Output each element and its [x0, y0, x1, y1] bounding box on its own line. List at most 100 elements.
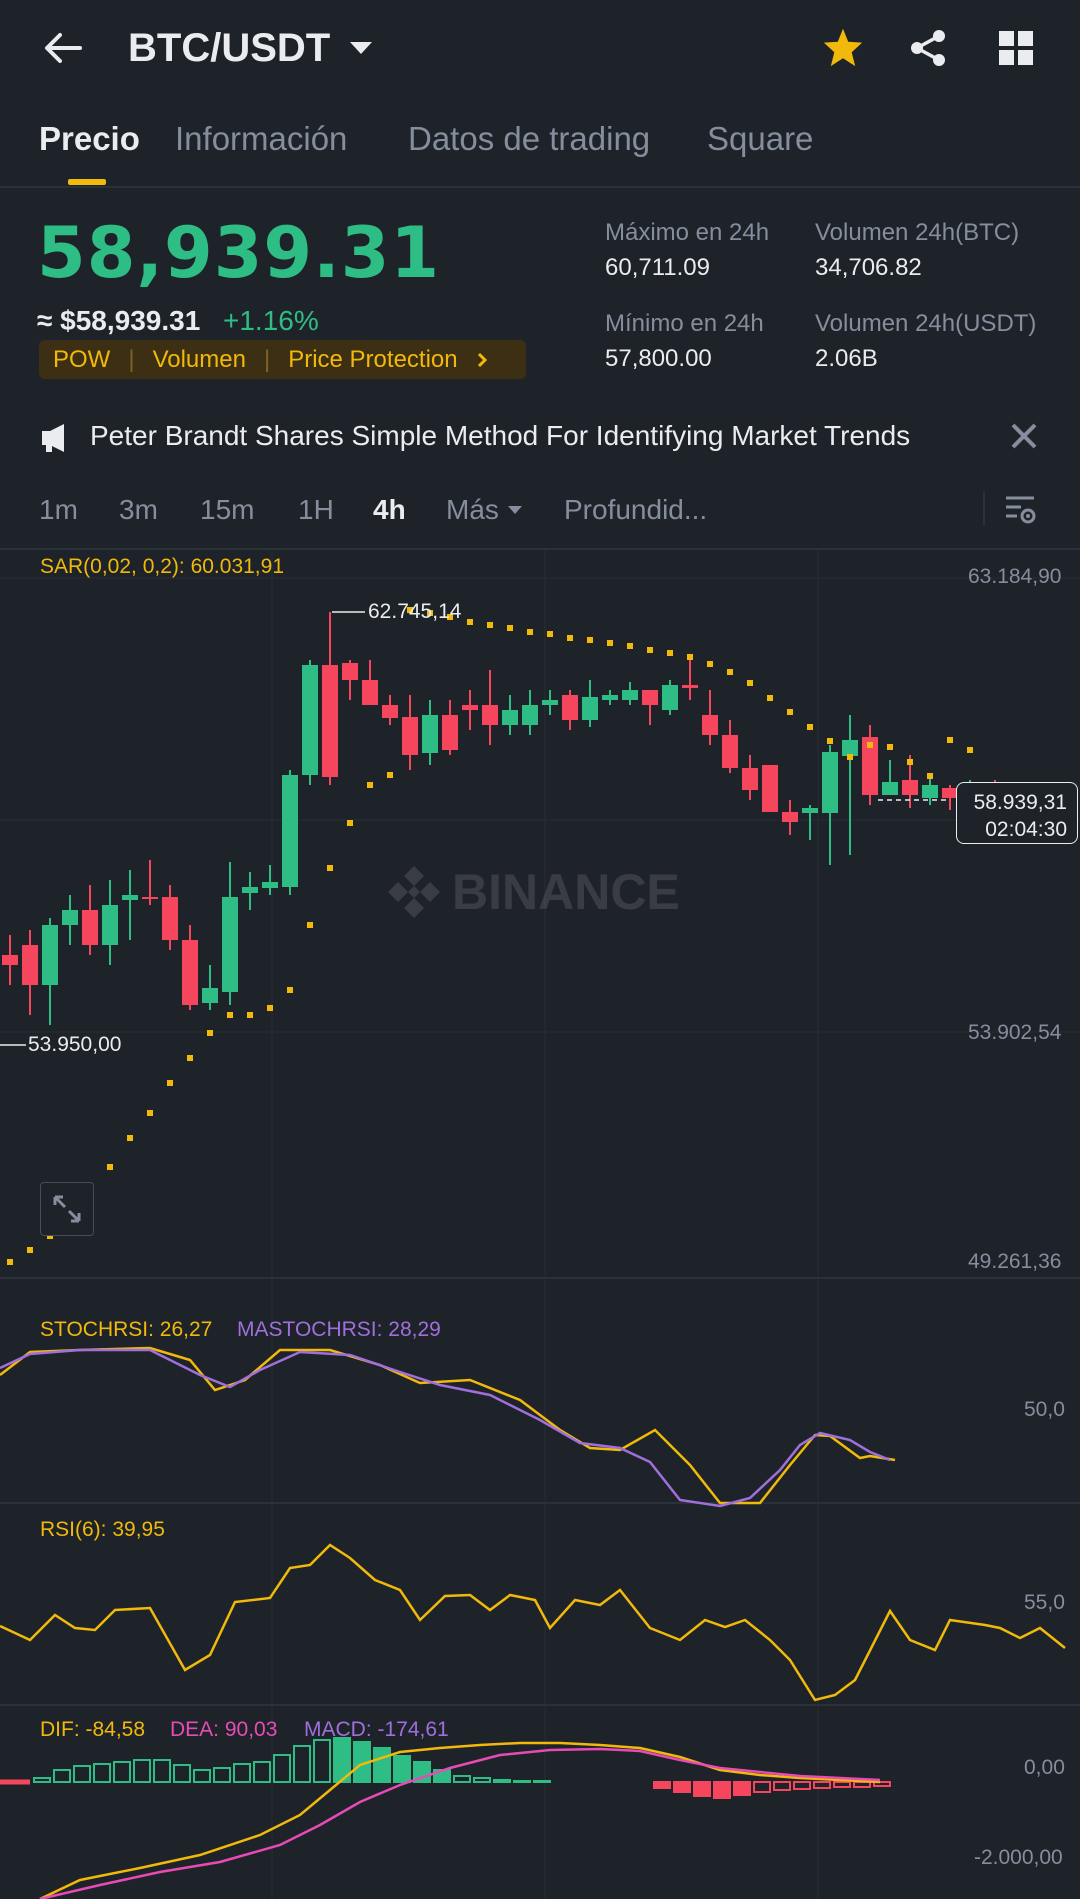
candle-up [102, 905, 118, 945]
tag-pow[interactable]: POW [53, 345, 111, 373]
candle-down [682, 685, 698, 688]
chevron-right-icon [477, 352, 487, 367]
share-button[interactable] [900, 20, 956, 76]
macd-hist-bar-up [513, 1780, 531, 1783]
candle-up [822, 752, 838, 813]
candle-up [882, 782, 898, 795]
macd-dea-legend: DEA: 90,03 [170, 1718, 278, 1741]
tf-1h[interactable]: 1H [298, 494, 334, 525]
tab-datos-trading[interactable]: Datos de trading [408, 120, 651, 157]
y-axis-label-mid: 53.902,54 [968, 1021, 1062, 1044]
sar-dot [947, 737, 953, 743]
sar-dot [927, 773, 933, 779]
candle-down [402, 717, 418, 755]
sar-dot [967, 747, 973, 753]
candle-up [922, 785, 938, 798]
candle-up [542, 700, 558, 705]
chart-settings-button[interactable] [996, 488, 1044, 532]
tf-3m[interactable]: 3m [119, 494, 158, 525]
tf-1m[interactable]: 1m [39, 494, 78, 525]
tf-15m[interactable]: 15m [200, 494, 255, 525]
candle-down [782, 812, 798, 822]
sar-dot [367, 782, 373, 788]
macd-hist-bar-up [313, 1739, 331, 1783]
sar-dot [907, 759, 913, 765]
macd-hist-bar-up [153, 1759, 171, 1783]
star-icon [823, 28, 863, 67]
macd-hist-bar-down [773, 1781, 791, 1791]
high-24h-label: Máximo en 24h [605, 219, 770, 246]
back-button[interactable] [30, 20, 94, 76]
sar-dot [7, 1259, 13, 1265]
tab-square[interactable]: Square [707, 120, 814, 157]
sar-legend: SAR(0,02, 0,2): 60.031,91 [40, 555, 284, 578]
candle-up [422, 715, 438, 753]
macd-hist-bar-down [673, 1781, 691, 1793]
candle-up [42, 925, 58, 985]
sar-dot [827, 738, 833, 744]
tab-precio[interactable]: Precio [39, 120, 140, 157]
tab-informacion[interactable]: Información [175, 120, 348, 157]
candle-up [262, 882, 278, 888]
macd-hist-bar-up [173, 1764, 191, 1783]
pair-selector[interactable]: BTC/USDT [128, 22, 374, 74]
stochrsi-legend: STOCHRSI: 26,27 [40, 1318, 213, 1341]
candle-down [82, 910, 98, 945]
sar-dot [447, 614, 453, 620]
tags-bar[interactable]: POW | Volumen | Price Protection [39, 340, 526, 379]
candle-up [282, 775, 298, 887]
sar-dot [847, 754, 853, 760]
news-banner[interactable]: Peter Brandt Shares Simple Method For Id… [0, 410, 1080, 466]
macd-hist-bar-down [853, 1781, 871, 1788]
tf-depth[interactable]: Profundid... [564, 494, 708, 525]
sar-dot [547, 631, 553, 637]
candle-up [242, 887, 258, 893]
sar-dot [167, 1080, 173, 1086]
expand-chart-button[interactable] [40, 1182, 94, 1236]
tf-4h[interactable]: 4h [373, 494, 406, 525]
rsi-axis-label: 55,0 [1024, 1591, 1065, 1614]
tag-separator: | [128, 345, 135, 373]
sar-dot [587, 637, 593, 643]
macd-hist-bar-up [453, 1775, 471, 1783]
rsi-legend: RSI(6): 39,95 [40, 1518, 165, 1541]
low-price-marker: 53.950,00 [28, 1033, 122, 1056]
vol-btc-value: 34,706.82 [815, 254, 922, 281]
tf-more-label: Más [446, 494, 499, 525]
fiat-price: ≈ $58,939.31 [37, 305, 201, 336]
close-icon[interactable] [1010, 422, 1038, 450]
tag-volumen[interactable]: Volumen [152, 345, 246, 373]
tf-more-dropdown[interactable]: Más [446, 494, 523, 526]
sar-dot [687, 654, 693, 660]
current-price-tag[interactable]: 58.939,31 02:04:30 [956, 782, 1078, 844]
macd-hist-bar-up [493, 1779, 511, 1783]
macd-dea-line [39, 1747, 881, 1899]
grid-icon [999, 31, 1033, 65]
binance-logo-icon [388, 866, 440, 918]
candle-down [382, 705, 398, 718]
candle-up [522, 705, 538, 725]
tag-price-protection[interactable]: Price Protection [288, 345, 458, 373]
favorite-button[interactable] [816, 20, 870, 74]
sar-dot [307, 922, 313, 928]
chart-canvas[interactable] [0, 550, 1080, 1899]
sar-dot [407, 607, 413, 613]
macd-hist-bar-down [833, 1781, 851, 1788]
tabs-divider [0, 186, 1080, 188]
sar-dot [507, 625, 513, 631]
candle-down [182, 940, 198, 1005]
sar-dot [667, 650, 673, 656]
candle-down [2, 955, 18, 965]
caret-down-icon [350, 42, 373, 54]
candle-down [322, 665, 338, 777]
sar-dot [427, 610, 433, 616]
layout-button[interactable] [988, 20, 1044, 76]
sar-dot [107, 1164, 113, 1170]
macd-dif-line [39, 1741, 881, 1899]
news-text[interactable]: Peter Brandt Shares Simple Method For Id… [90, 420, 911, 451]
sar-dot [867, 742, 873, 748]
macd-hist-bar-up [253, 1761, 271, 1783]
candle-down [442, 715, 458, 750]
sar-dot [807, 724, 813, 730]
sar-dot [267, 1005, 273, 1011]
